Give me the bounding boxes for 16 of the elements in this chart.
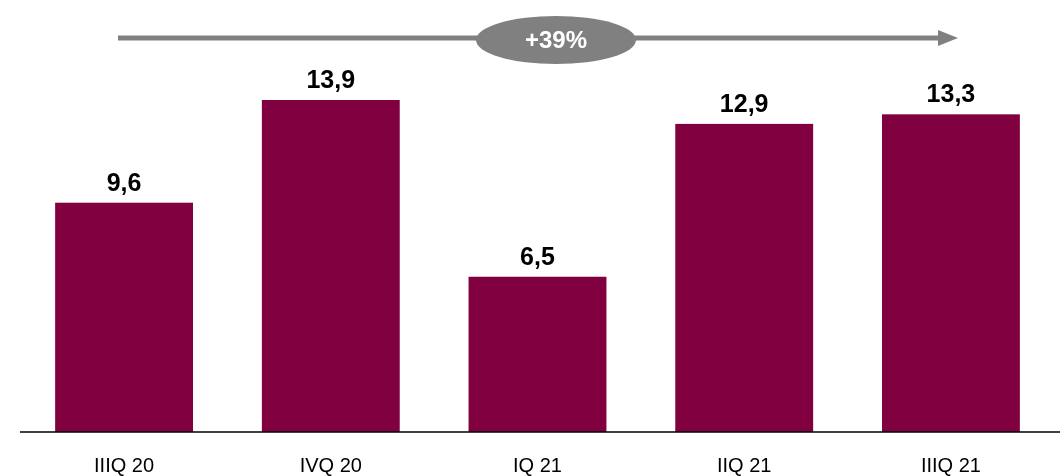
x-tick-label: IIQ 21 — [716, 454, 772, 476]
data-label: 12,9 — [719, 88, 769, 117]
bar — [675, 123, 814, 432]
bar — [468, 276, 607, 432]
x-tick-label: IIIQ 20 — [94, 454, 155, 476]
bar — [881, 114, 1020, 432]
data-label: 9,6 — [106, 167, 142, 196]
data-label: 6,5 — [520, 241, 555, 270]
text: +39% — [524, 26, 588, 53]
data-label: 13,3 — [926, 79, 976, 108]
bar — [261, 100, 400, 432]
bar — [55, 202, 194, 432]
data-label: 13,9 — [306, 65, 356, 93]
x-tick-label: IVQ 20 — [299, 454, 362, 476]
x-tick-label: IQ 21 — [513, 454, 562, 476]
x-tick-label: IIIQ 21 — [920, 454, 981, 476]
